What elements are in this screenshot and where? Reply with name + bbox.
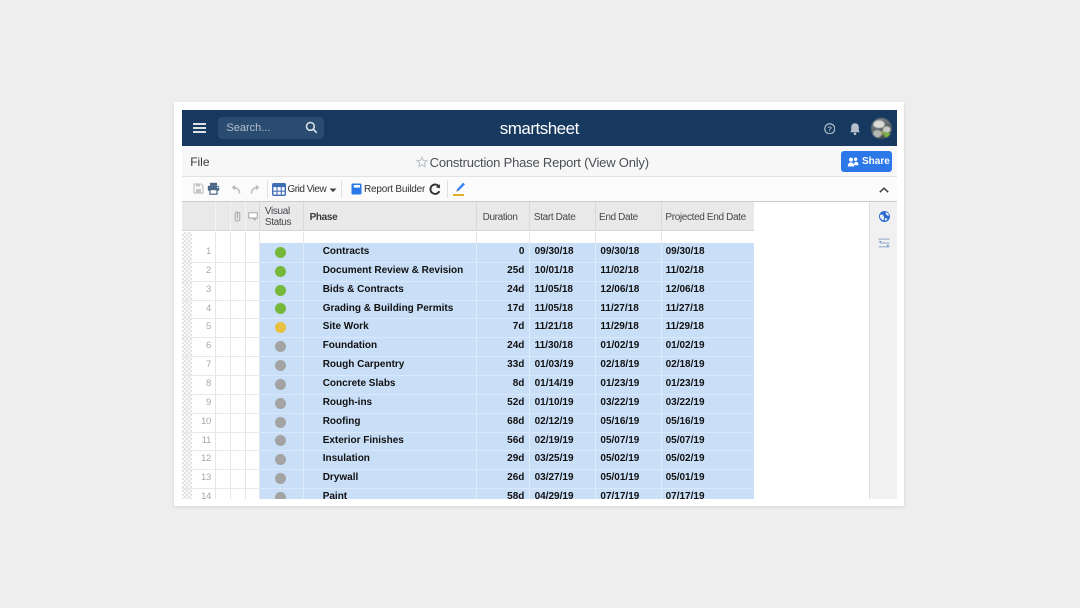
svg-text:?: ? xyxy=(827,124,832,133)
